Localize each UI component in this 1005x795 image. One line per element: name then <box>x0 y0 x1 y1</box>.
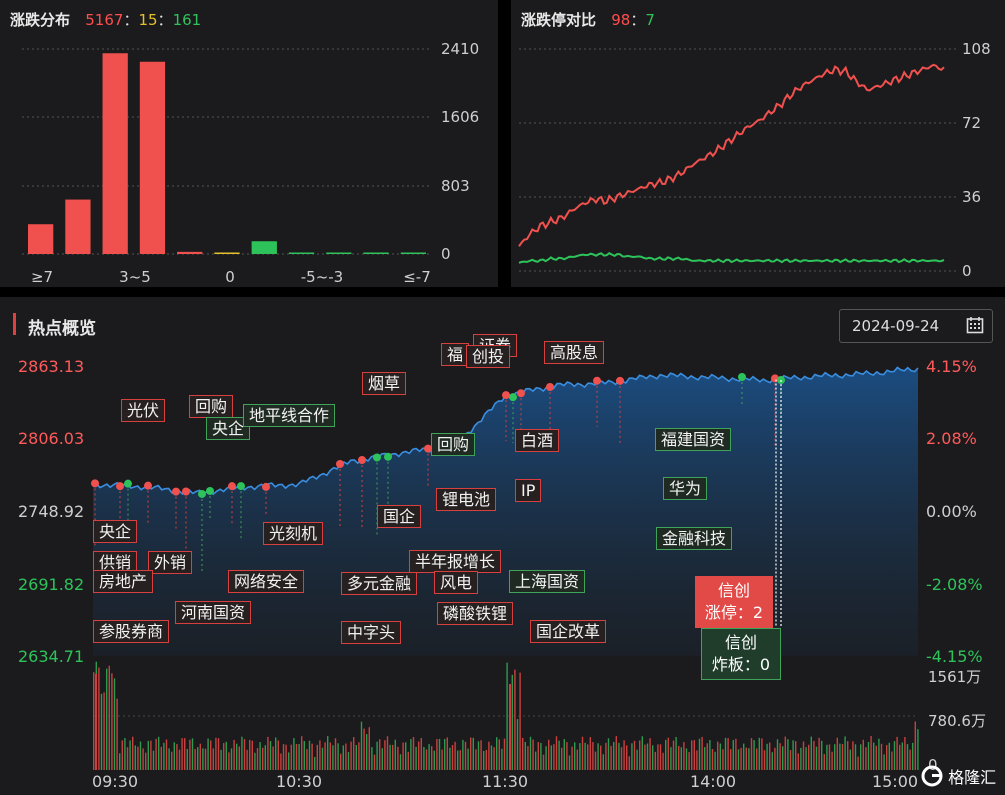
brand-logo: 格隆汇 <box>921 764 996 788</box>
bar <box>177 251 203 254</box>
x-tick-label: 3~5 <box>119 268 151 286</box>
series-line <box>518 63 945 247</box>
flat-count: 15 <box>138 11 158 29</box>
y-tick-label: 2410 <box>441 40 479 58</box>
y-tick-label: 36 <box>962 188 981 206</box>
x-tick-label: -5~-3 <box>301 268 343 286</box>
distribution-title: 涨跌分布 5167：15：161 <box>10 9 201 30</box>
hot-topic-tag[interactable]: 光刻机 <box>263 522 324 545</box>
hot-topic-tag[interactable]: 光伏 <box>121 399 166 422</box>
limit-panel: 涨跌停对比 98：7 108 72 36 0 <box>511 0 1005 287</box>
hot-title: 热点概览 <box>28 319 96 339</box>
distribution-title-text: 涨跌分布 <box>10 11 71 29</box>
hot-topic-tag[interactable]: 福建国资 <box>655 428 732 451</box>
separator: ： <box>123 11 139 29</box>
hot-topic-tag[interactable]: 磷酸铁锂 <box>437 602 514 625</box>
separator: ： <box>630 11 646 29</box>
y-tick-label: 108 <box>962 40 991 58</box>
bar <box>28 224 54 254</box>
limit-up-count: 98 <box>611 11 631 29</box>
bar <box>363 252 389 254</box>
brand-name: 格隆汇 <box>948 768 997 787</box>
hot-topic-tag[interactable]: 福 <box>441 343 470 366</box>
limit-title: 涨跌停对比 98：7 <box>521 9 655 30</box>
hot-topic-tag[interactable]: 地平线合作 <box>243 404 336 427</box>
bar <box>251 241 277 254</box>
hot-topic-tag[interactable]: 多元金融 <box>341 572 418 595</box>
hot-topic-tag[interactable]: 外销 <box>148 551 193 574</box>
hot-topic-tag[interactable]: 网络安全 <box>228 570 305 593</box>
x-tick-label: ≤-7 <box>403 268 431 286</box>
y-tick-label: 72 <box>962 114 981 132</box>
hot-topic-tag[interactable]: 房地产 <box>93 570 154 593</box>
hot-topic-tag[interactable]: 烟草 <box>362 372 407 395</box>
hot-topic-tag[interactable]: 回购 <box>431 433 476 456</box>
hot-topic-tag[interactable]: 锂电池 <box>436 488 497 511</box>
brand-logo-icon <box>921 765 943 787</box>
hot-topic-tag[interactable]: 金融科技 <box>656 527 733 550</box>
separator: ： <box>157 11 173 29</box>
distribution-chart: 2410 1606 803 0 ≥7 3~5 0 -5~-3 ≤-7 <box>22 40 479 286</box>
hot-topic-tag[interactable]: 上海国资 <box>509 570 586 593</box>
distribution-panel: 涨跌分布 5167：15：161 2410 1606 803 0 ≥7 3~5 0 -5~-3… <box>0 0 498 287</box>
bar <box>400 252 426 254</box>
bar <box>214 252 240 254</box>
x-tick-label: ≥7 <box>31 268 53 286</box>
hot-topic-tag[interactable]: 河南国资 <box>175 601 252 624</box>
hot-topic-tag[interactable]: 半年报增长 <box>409 550 502 573</box>
hot-topic-tag[interactable]: 国企改革 <box>530 620 607 643</box>
xinchuang-down-line2: 炸板：0 <box>711 655 771 674</box>
series-line <box>518 252 945 264</box>
bar <box>288 252 315 254</box>
xinchuang-broken-box[interactable]: 信创 炸板：0 <box>701 628 781 680</box>
xinchuang-up-line1: 信创 <box>717 581 750 600</box>
date-picker[interactable]: 2024-09-24 <box>839 309 993 343</box>
xinchuang-up-line2: 涨停：2 <box>704 603 764 622</box>
limit-down-count: 7 <box>645 11 655 29</box>
hot-title-marker <box>13 313 16 335</box>
hot-topic-tag[interactable]: IP <box>515 479 542 502</box>
hot-topic-tag[interactable]: 央企 <box>206 417 251 440</box>
bar <box>65 199 91 254</box>
hot-topic-tag[interactable]: 华为 <box>663 477 708 500</box>
hot-topic-tag[interactable]: 白酒 <box>515 429 560 452</box>
hot-panel: 热点概览 <box>0 297 1005 795</box>
xinchuang-down-line1: 信创 <box>724 633 757 652</box>
limit-title-text: 涨跌停对比 <box>521 11 597 29</box>
bar <box>102 53 128 254</box>
hot-topic-tag[interactable]: 国企 <box>377 505 422 528</box>
date-value: 2024-09-24 <box>852 317 940 335</box>
y-tick-label: 1606 <box>441 108 479 126</box>
calendar-icon[interactable] <box>966 316 984 334</box>
y-tick-label: 0 <box>441 245 451 263</box>
bar <box>326 252 352 254</box>
y-tick-label: 0 <box>962 262 972 280</box>
hot-topic-tag[interactable]: 创投 <box>466 345 511 368</box>
down-count: 161 <box>172 11 202 29</box>
bar <box>139 61 166 254</box>
hot-topic-tag[interactable]: 回购 <box>189 395 234 418</box>
hot-topic-tag[interactable]: 风电 <box>434 571 479 594</box>
hot-topic-tag[interactable]: 中字头 <box>341 621 402 644</box>
x-tick-label: 0 <box>225 268 235 286</box>
hot-topic-tag[interactable]: 参股券商 <box>93 620 170 643</box>
hot-topic-tag[interactable]: 高股息 <box>544 341 605 364</box>
limit-chart: 108 72 36 0 <box>518 40 991 280</box>
hot-topic-tag[interactable]: 央企 <box>93 520 138 543</box>
xinchuang-limit-up-box[interactable]: 信创 涨停：2 <box>695 576 773 628</box>
up-count: 5167 <box>85 11 124 29</box>
y-tick-label: 803 <box>441 177 470 195</box>
